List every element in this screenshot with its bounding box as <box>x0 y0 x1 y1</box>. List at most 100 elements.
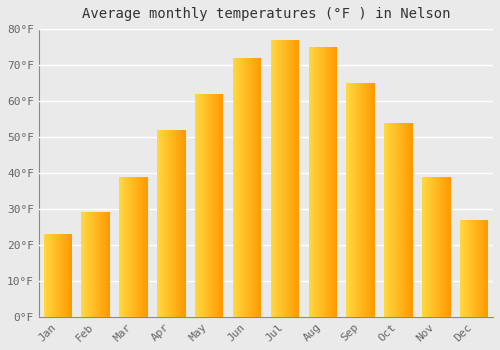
Bar <box>468 220 469 317</box>
Bar <box>255 58 256 317</box>
Bar <box>460 220 461 317</box>
Bar <box>181 130 182 317</box>
Bar <box>209 94 210 317</box>
Bar <box>348 83 349 317</box>
Bar <box>291 40 292 317</box>
Bar <box>50 234 51 317</box>
Bar <box>351 83 352 317</box>
Bar <box>477 220 478 317</box>
Bar <box>212 94 213 317</box>
Bar <box>319 47 320 317</box>
Bar <box>93 212 94 317</box>
Bar <box>310 47 311 317</box>
Bar <box>97 212 98 317</box>
Bar <box>287 40 288 317</box>
Bar <box>200 94 201 317</box>
Bar <box>483 220 484 317</box>
Bar <box>131 176 132 317</box>
Bar <box>428 176 429 317</box>
Bar <box>87 212 88 317</box>
Bar <box>206 94 207 317</box>
Bar <box>368 83 369 317</box>
Bar <box>365 83 366 317</box>
Bar <box>480 220 481 317</box>
Bar <box>199 94 200 317</box>
Bar <box>467 220 468 317</box>
Bar <box>66 234 67 317</box>
Bar <box>84 212 85 317</box>
Bar <box>217 94 218 317</box>
Bar <box>121 176 122 317</box>
Bar <box>438 176 439 317</box>
Bar <box>272 40 273 317</box>
Bar <box>198 94 199 317</box>
Bar <box>297 40 298 317</box>
Bar <box>130 176 131 317</box>
Bar <box>181 130 182 317</box>
Bar <box>441 176 442 317</box>
Bar <box>427 176 428 317</box>
Bar <box>395 122 396 317</box>
Bar <box>436 176 437 317</box>
Bar <box>363 83 364 317</box>
Bar <box>324 47 325 317</box>
Bar <box>174 130 175 317</box>
Bar <box>182 130 183 317</box>
Bar <box>253 58 254 317</box>
Bar <box>165 130 166 317</box>
Bar <box>64 234 65 317</box>
Bar <box>444 176 445 317</box>
Bar <box>270 40 271 317</box>
Bar <box>409 122 410 317</box>
Bar <box>449 176 450 317</box>
Bar <box>422 176 423 317</box>
Bar <box>353 83 354 317</box>
Bar <box>83 212 84 317</box>
Bar <box>352 83 353 317</box>
Bar <box>285 40 286 317</box>
Bar <box>251 58 252 317</box>
Bar <box>179 130 180 317</box>
Bar <box>185 130 186 317</box>
Bar <box>132 176 133 317</box>
Bar <box>51 234 52 317</box>
Bar <box>208 94 209 317</box>
Bar <box>329 47 330 317</box>
Bar <box>323 47 324 317</box>
Bar <box>109 212 110 317</box>
Bar <box>54 234 55 317</box>
Bar <box>425 176 426 317</box>
Bar <box>86 212 87 317</box>
Bar <box>296 40 297 317</box>
Bar <box>432 176 433 317</box>
Bar <box>386 122 387 317</box>
Bar <box>243 58 244 317</box>
Bar <box>350 83 351 317</box>
Bar <box>177 130 178 317</box>
Bar <box>221 94 222 317</box>
Bar <box>236 58 237 317</box>
Bar <box>358 83 359 317</box>
Bar <box>99 212 100 317</box>
Bar <box>58 234 59 317</box>
Bar <box>144 176 145 317</box>
Bar <box>481 220 482 317</box>
Bar <box>371 83 372 317</box>
Bar <box>65 234 66 317</box>
Bar <box>279 40 280 317</box>
Bar <box>210 94 211 317</box>
Bar <box>357 83 358 317</box>
Bar <box>463 220 464 317</box>
Bar <box>397 122 398 317</box>
Bar <box>361 83 362 317</box>
Bar <box>101 212 102 317</box>
Bar <box>166 130 167 317</box>
Bar <box>198 94 200 317</box>
Bar <box>183 130 184 317</box>
Bar <box>484 220 485 317</box>
Bar <box>461 220 462 317</box>
Bar <box>390 122 391 317</box>
Bar <box>288 40 289 317</box>
Bar <box>370 83 371 317</box>
Bar <box>171 130 172 317</box>
